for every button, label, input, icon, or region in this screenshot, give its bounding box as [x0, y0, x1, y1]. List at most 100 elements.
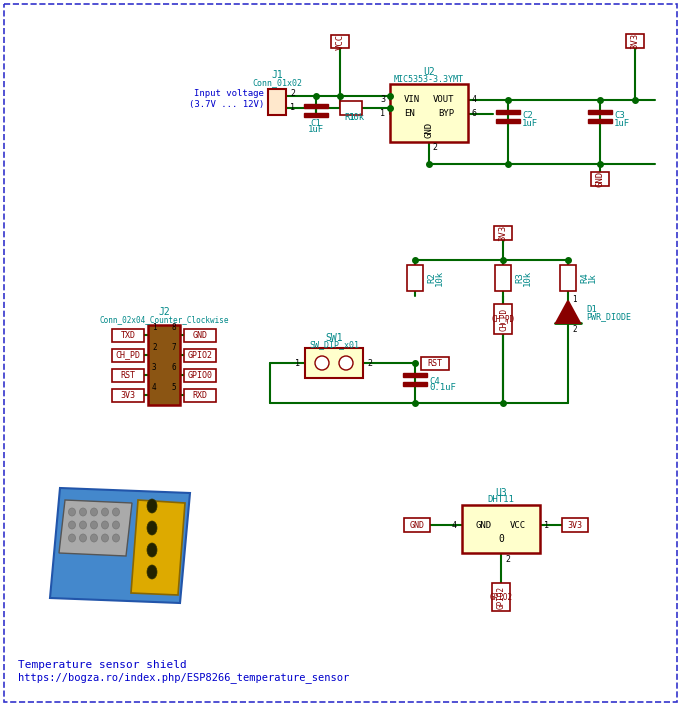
Bar — [404, 518, 430, 532]
Text: MIC5353-3.3YMT: MIC5353-3.3YMT — [394, 75, 464, 83]
Bar — [148, 325, 180, 405]
Circle shape — [315, 356, 329, 370]
Ellipse shape — [147, 543, 157, 557]
Bar — [494, 226, 512, 240]
Ellipse shape — [80, 534, 86, 542]
Text: VOUT: VOUT — [432, 95, 454, 104]
Ellipse shape — [101, 521, 108, 529]
Text: CH_PD: CH_PD — [116, 350, 140, 359]
Text: (3.7V ... 12V): (3.7V ... 12V) — [189, 100, 264, 109]
Bar — [184, 328, 216, 342]
Text: 1: 1 — [295, 359, 300, 368]
Text: VCC: VCC — [336, 33, 345, 49]
Bar — [112, 388, 144, 402]
Text: 3V3: 3V3 — [121, 390, 136, 400]
Bar — [268, 89, 286, 115]
Bar — [331, 35, 349, 48]
Text: GPIO2: GPIO2 — [187, 350, 212, 359]
Text: 4: 4 — [152, 383, 157, 392]
Text: 1: 1 — [544, 520, 549, 530]
Text: 3: 3 — [152, 362, 157, 371]
Text: C3: C3 — [614, 112, 624, 121]
Text: 3: 3 — [380, 95, 385, 104]
Bar — [588, 119, 612, 123]
Text: 1: 1 — [290, 104, 295, 112]
Bar — [588, 110, 612, 114]
Text: CH_PD: CH_PD — [492, 314, 515, 323]
Bar — [304, 104, 328, 108]
Text: 8: 8 — [172, 323, 176, 332]
Text: 2: 2 — [367, 359, 372, 368]
Text: GND: GND — [193, 330, 208, 340]
Text: C4: C4 — [429, 376, 440, 385]
Text: SW1: SW1 — [326, 333, 343, 343]
Text: 4: 4 — [452, 520, 457, 530]
Text: 1k: 1k — [588, 273, 597, 283]
Text: 1: 1 — [152, 323, 157, 332]
Bar — [112, 369, 144, 381]
Text: C2: C2 — [522, 112, 533, 121]
Text: 1: 1 — [380, 109, 385, 119]
Ellipse shape — [147, 565, 157, 579]
Text: 3V3: 3V3 — [631, 33, 639, 49]
Text: VIN: VIN — [404, 95, 420, 104]
Text: RST: RST — [121, 371, 136, 380]
Ellipse shape — [69, 521, 76, 529]
Text: GND: GND — [595, 171, 605, 187]
Text: Temperature sensor shield: Temperature sensor shield — [18, 660, 187, 670]
Bar — [112, 328, 144, 342]
Bar — [560, 265, 576, 291]
Text: 2: 2 — [290, 90, 295, 99]
Text: 2: 2 — [505, 556, 510, 565]
Text: 6: 6 — [472, 109, 477, 119]
Bar — [184, 369, 216, 381]
Text: 5: 5 — [172, 383, 176, 392]
Text: J1: J1 — [271, 70, 283, 80]
Bar — [562, 518, 588, 532]
Text: R4: R4 — [580, 273, 589, 283]
Text: R1: R1 — [345, 114, 355, 123]
Text: BYP: BYP — [438, 109, 454, 119]
Ellipse shape — [91, 508, 97, 516]
Text: 1uF: 1uF — [522, 119, 538, 128]
Bar — [494, 304, 512, 334]
Text: 10k: 10k — [435, 270, 444, 286]
Text: 2: 2 — [572, 325, 577, 333]
Text: 2: 2 — [432, 143, 437, 152]
Bar — [304, 113, 328, 117]
Text: 1: 1 — [572, 294, 577, 304]
Text: RST: RST — [428, 359, 443, 368]
Text: 1uF: 1uF — [614, 119, 630, 128]
Text: 1uF: 1uF — [308, 126, 324, 135]
Bar — [403, 373, 427, 377]
Text: 10k: 10k — [349, 114, 365, 123]
Text: GPIO2: GPIO2 — [490, 592, 513, 602]
Bar — [340, 101, 362, 115]
Ellipse shape — [101, 534, 108, 542]
Polygon shape — [556, 301, 580, 323]
Text: Conn_02x04_Counter_Clockwise: Conn_02x04_Counter_Clockwise — [99, 316, 229, 325]
Bar — [492, 583, 510, 611]
Bar — [626, 34, 644, 48]
Text: 0.1uF: 0.1uF — [429, 383, 456, 393]
Text: GND: GND — [409, 520, 424, 530]
Ellipse shape — [69, 534, 76, 542]
Text: 0: 0 — [498, 534, 504, 544]
Bar — [184, 349, 216, 361]
Polygon shape — [131, 500, 185, 595]
Ellipse shape — [112, 508, 119, 516]
Text: J2: J2 — [158, 307, 170, 317]
Text: DHT11: DHT11 — [488, 496, 514, 505]
Bar — [495, 265, 511, 291]
Polygon shape — [59, 500, 132, 556]
Ellipse shape — [101, 508, 108, 516]
Ellipse shape — [147, 521, 157, 535]
Text: SW_DIP_x01: SW_DIP_x01 — [309, 340, 359, 349]
Bar — [403, 382, 427, 386]
Text: GND: GND — [476, 520, 492, 530]
Text: CH_PD: CH_PD — [498, 307, 507, 330]
Bar — [496, 119, 520, 123]
Text: 4: 4 — [472, 95, 477, 104]
Bar — [421, 357, 449, 370]
Text: PWR_DIODE: PWR_DIODE — [586, 313, 631, 321]
